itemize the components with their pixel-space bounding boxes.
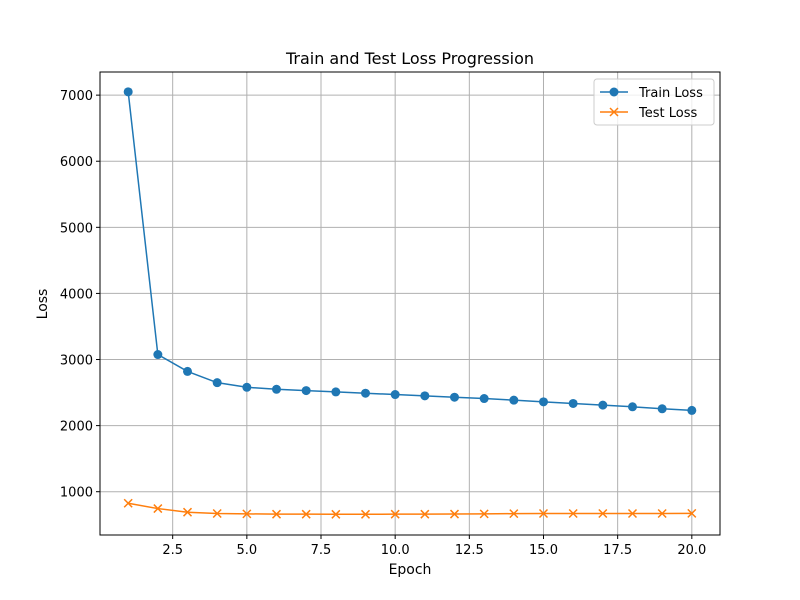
train-loss-line xyxy=(127,91,692,412)
test-loss-point xyxy=(598,508,608,519)
y-tick-label: 1000 xyxy=(60,486,93,501)
train-loss-point xyxy=(242,382,252,392)
test-loss-point xyxy=(420,509,430,519)
x-tick-label: 17.5 xyxy=(603,543,632,558)
legend-box xyxy=(593,78,715,126)
test-loss-point xyxy=(479,509,489,519)
train-loss-point xyxy=(331,387,341,397)
x-axis-ticks: 2.5 5.0 7.5 10.0 12.5 15.0 17.5 20.0 xyxy=(162,535,706,558)
x-tick-label: 12.5 xyxy=(455,543,484,558)
train-loss-point xyxy=(183,366,193,376)
x-tick-label: 15.0 xyxy=(529,543,558,558)
legend: Train Loss Test Loss xyxy=(593,78,715,126)
test-loss-legend-marker xyxy=(609,107,619,117)
grid-lines xyxy=(100,72,720,535)
y-tick-label: 4000 xyxy=(60,287,93,302)
x-axis-label: Epoch xyxy=(389,562,432,578)
train-loss-point xyxy=(361,388,371,398)
test-loss-point xyxy=(657,508,667,519)
plot-frame xyxy=(99,71,721,536)
train-loss-point xyxy=(420,391,430,401)
train-loss-point xyxy=(687,405,697,415)
train-loss-point xyxy=(212,378,222,388)
y-axis-ticks: 1000 2000 3000 4000 5000 6000 7000 xyxy=(60,89,100,501)
test-loss-point xyxy=(331,509,341,519)
test-loss-line xyxy=(128,502,692,516)
train-loss-point xyxy=(153,350,163,360)
y-tick-label: 5000 xyxy=(60,221,93,236)
train-loss-point xyxy=(301,386,311,396)
train-loss-point xyxy=(272,384,282,394)
test-loss-point xyxy=(360,509,371,519)
x-tick-label: 2.5 xyxy=(162,543,183,558)
train-loss-point xyxy=(627,402,637,412)
test-loss-point xyxy=(182,507,193,517)
test-loss-point xyxy=(271,509,282,519)
train-loss-point xyxy=(568,398,578,408)
test-loss-point xyxy=(509,509,519,519)
test-loss-point xyxy=(390,509,400,519)
train-loss-legend-label: Train Loss xyxy=(638,86,703,101)
y-tick-label: 3000 xyxy=(60,354,93,369)
x-tick-label: 20.0 xyxy=(677,543,706,558)
series-layer xyxy=(123,87,697,519)
train-loss-point xyxy=(657,404,667,414)
train-loss-point xyxy=(449,392,459,402)
test-loss-series xyxy=(123,498,697,519)
train-loss-legend-marker xyxy=(609,87,619,97)
test-loss-point xyxy=(301,509,311,519)
train-loss-point xyxy=(538,397,548,407)
test-loss-point xyxy=(212,508,222,519)
y-tick-label: 6000 xyxy=(60,155,93,170)
train-loss-point xyxy=(509,395,519,405)
train-loss-point xyxy=(123,87,133,97)
train-loss-point xyxy=(598,400,608,410)
test-loss-point xyxy=(627,508,638,519)
test-loss-point xyxy=(123,498,133,508)
test-loss-point xyxy=(153,504,163,514)
x-tick-label: 10.0 xyxy=(381,543,410,558)
test-loss-point xyxy=(449,509,460,519)
y-tick-label: 2000 xyxy=(60,420,93,435)
y-axis-label: Loss xyxy=(35,289,51,320)
test-loss-point xyxy=(538,508,549,519)
y-tick-label: 7000 xyxy=(60,89,93,104)
test-loss-point xyxy=(568,508,578,519)
chart-title: Train and Test Loss Progression xyxy=(285,49,534,68)
test-loss-legend-label: Test Loss xyxy=(638,106,697,121)
train-loss-series xyxy=(123,87,697,415)
x-tick-label: 5.0 xyxy=(236,543,257,558)
train-loss-point xyxy=(390,390,400,400)
train-loss-point xyxy=(479,394,489,404)
test-loss-point xyxy=(242,509,252,519)
test-loss-point xyxy=(687,508,697,518)
x-tick-label: 7.5 xyxy=(311,543,332,558)
